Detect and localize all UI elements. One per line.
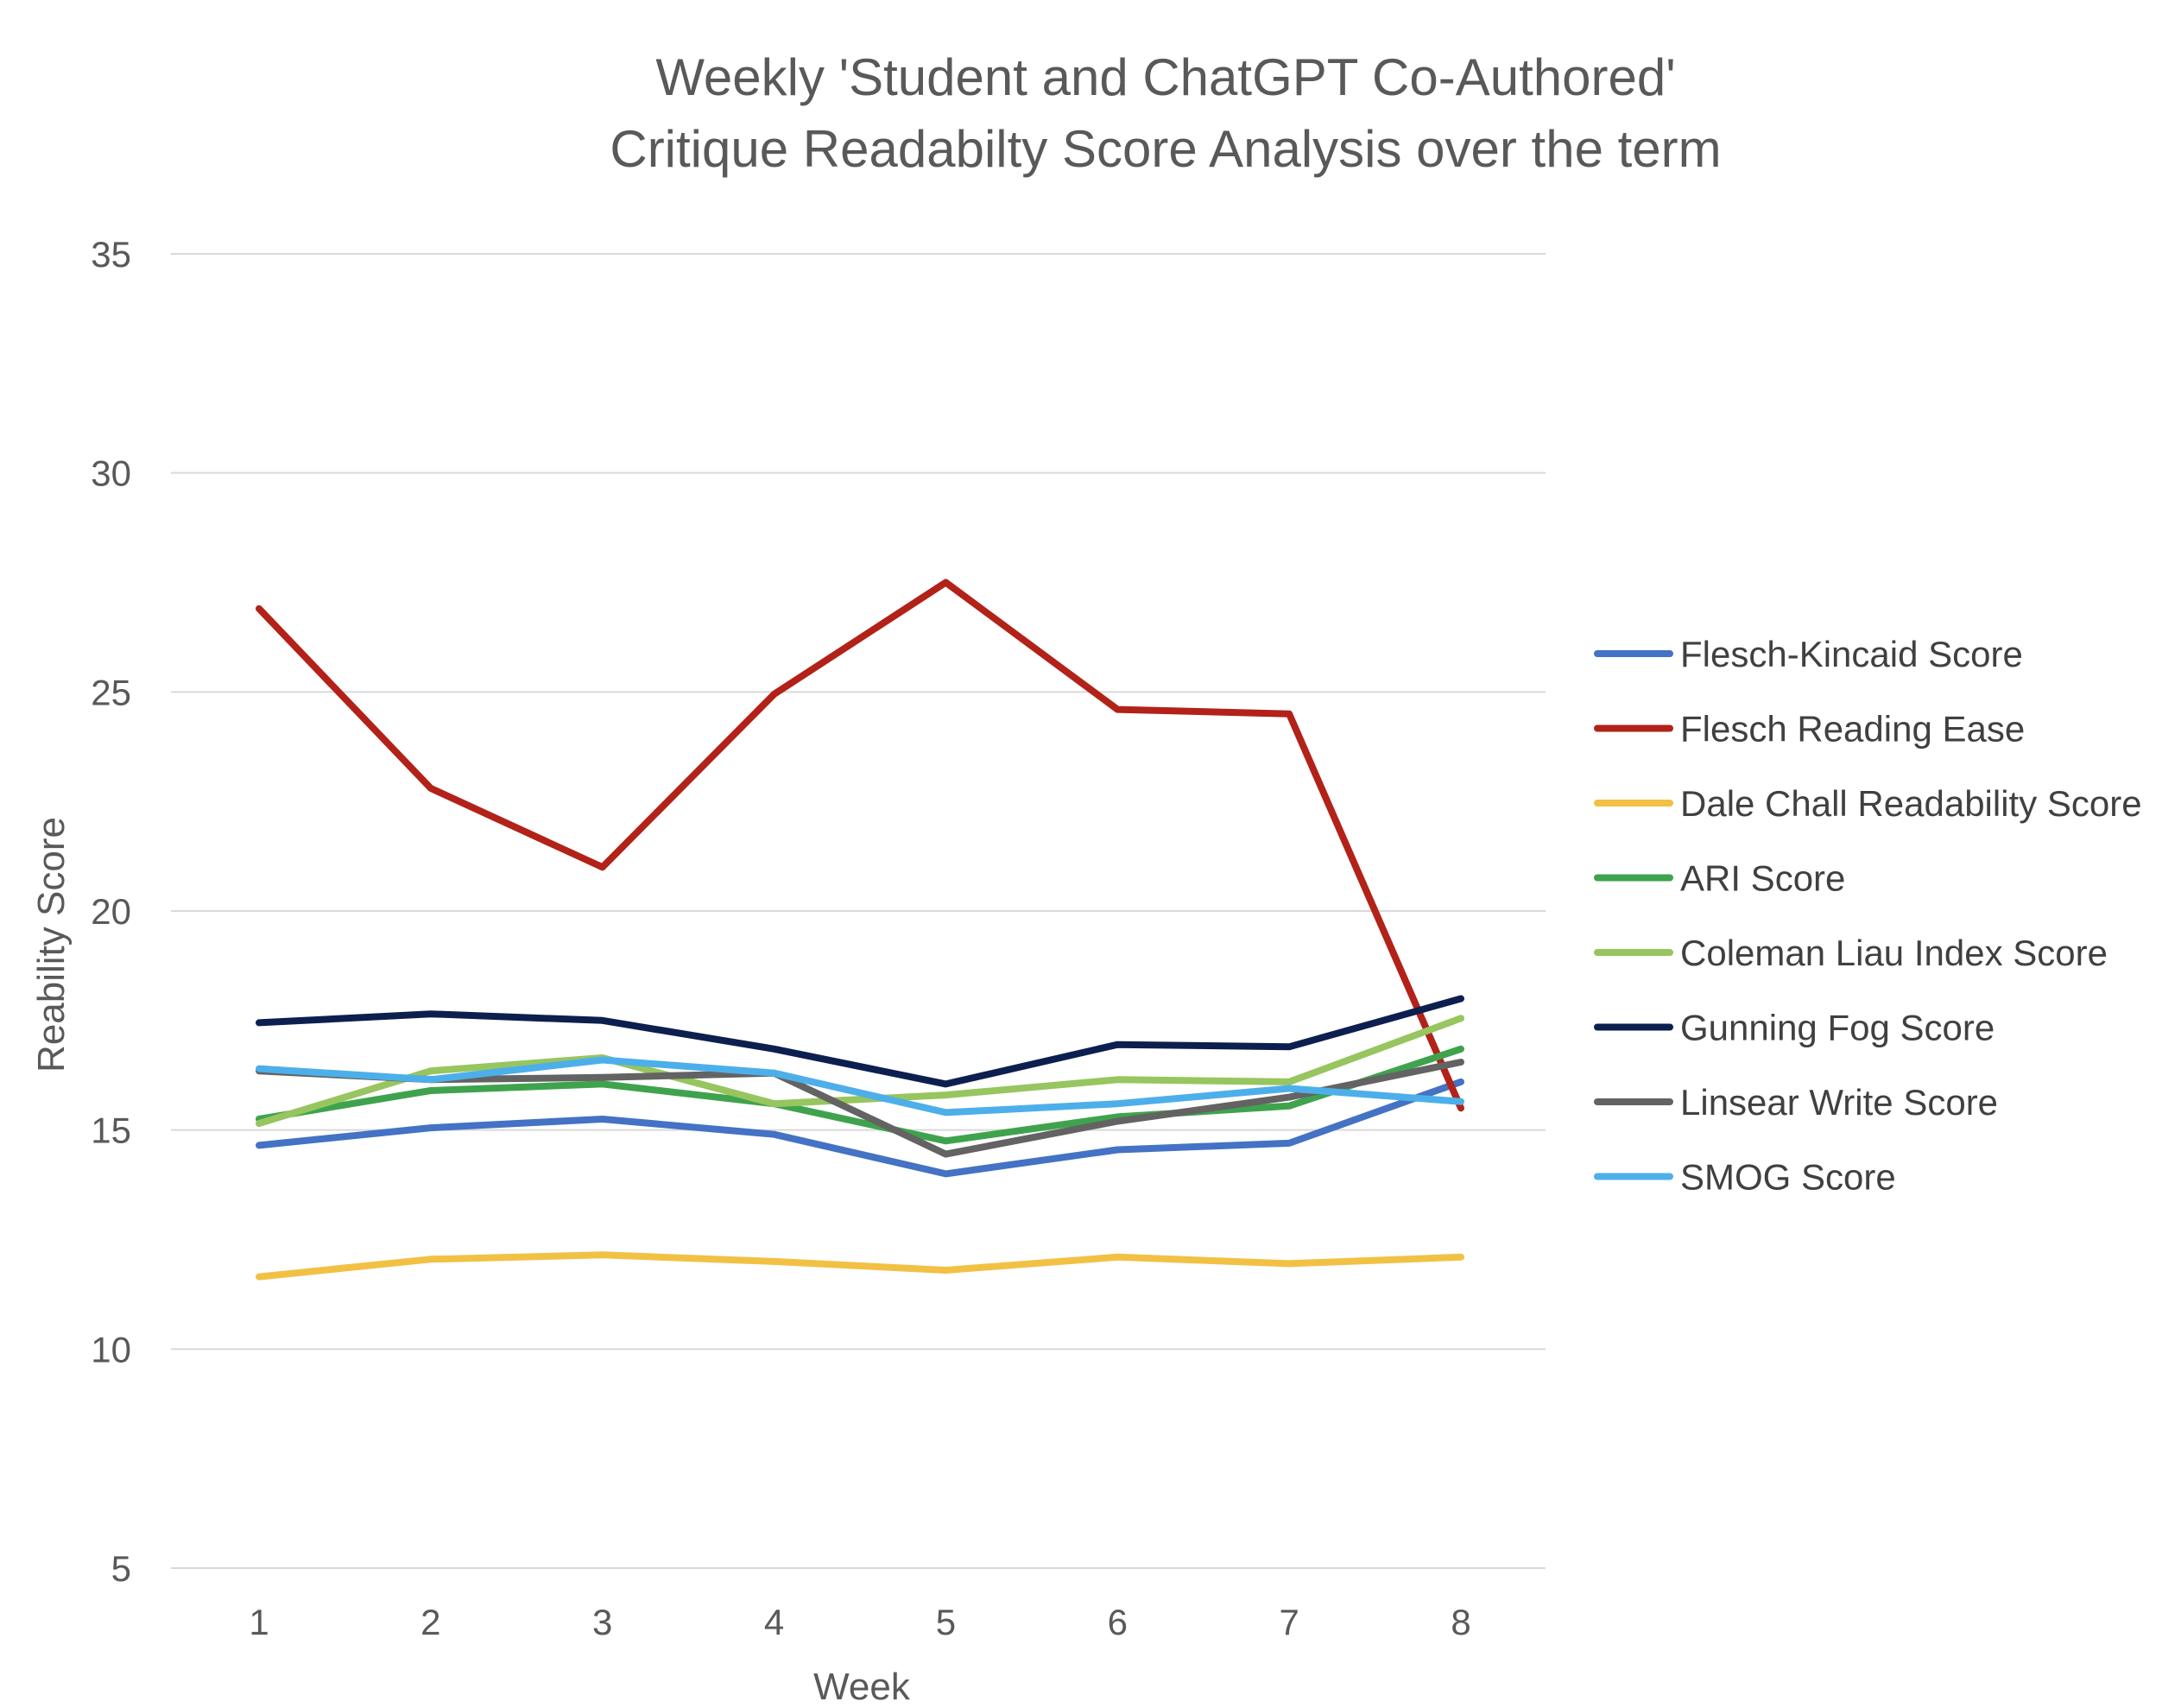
series-line-8 [256,1056,1464,1117]
series-line-6 [256,995,1464,1088]
x-tick-label: 4 [764,1602,784,1642]
legend-label: SMOG Score [1680,1157,1896,1198]
legend-label: Flesch Reading Ease [1680,709,2025,750]
x-tick-label: 2 [420,1602,440,1642]
legend: Flesch-Kincaid Score Flesch Reading Ease D… [1594,634,2142,1198]
x-tick-label: 1 [249,1602,269,1642]
y-tick-label: 25 [91,672,131,712]
y-tick-label: 20 [91,891,131,932]
gridlines [171,253,1546,1569]
series-line-2 [256,579,1464,1112]
legend-label: Linsear Write Score [1680,1082,1998,1123]
y-axis-tick-labels: 5 10 15 20 25 30 35 [91,234,131,1589]
legend-item: Gunning Fog Score [1594,1008,1995,1048]
legend-item: Linsear Write Score [1594,1082,1998,1123]
legend-item: Dale Chall Readability Score [1594,783,2142,824]
legend-label: Flesch-Kincaid Score [1680,634,2023,674]
legend-label: Gunning Fog Score [1680,1008,1995,1048]
legend-label: Dale Chall Readability Score [1680,783,2142,824]
y-axis-title: Reability Score [30,817,73,1072]
chart-title: Weekly 'Student and ChatGPT Co-Authored'… [610,48,1721,178]
x-tick-label: 3 [592,1602,612,1642]
series-line-4 [256,1045,1464,1145]
y-tick-label: 10 [91,1329,131,1370]
y-tick-label: 15 [91,1110,131,1151]
x-tick-label: 8 [1451,1602,1470,1642]
legend-label: Coleman Liau Index Score [1680,933,2108,973]
legend-label: ARI Score [1680,858,1845,899]
legend-item: ARI Score [1594,858,1845,899]
series-line-5 [256,1015,1464,1128]
series-lines [256,579,1464,1281]
legend-item: Flesch-Kincaid Score [1594,634,2023,674]
legend-item: Flesch Reading Ease [1594,709,2025,750]
y-tick-label: 35 [91,234,131,275]
x-axis-tick-labels: 1 2 3 4 5 6 7 8 [249,1602,1470,1642]
x-tick-label: 6 [1108,1602,1128,1642]
y-tick-label: 5 [111,1548,131,1589]
y-tick-label: 30 [91,453,131,494]
x-tick-label: 7 [1279,1602,1299,1642]
series-line-3 [256,1251,1464,1281]
legend-item: Coleman Liau Index Score [1594,933,2108,973]
x-axis-title: Week [813,1666,911,1708]
legend-item: SMOG Score [1594,1157,1896,1198]
chart-title-line-2: Critique Readabilty Score Analysis over … [610,120,1721,178]
series-line-1 [256,1078,1464,1178]
x-tick-label: 5 [936,1602,956,1642]
chart-title-line-1: Weekly 'Student and ChatGPT Co-Authored' [655,48,1675,106]
